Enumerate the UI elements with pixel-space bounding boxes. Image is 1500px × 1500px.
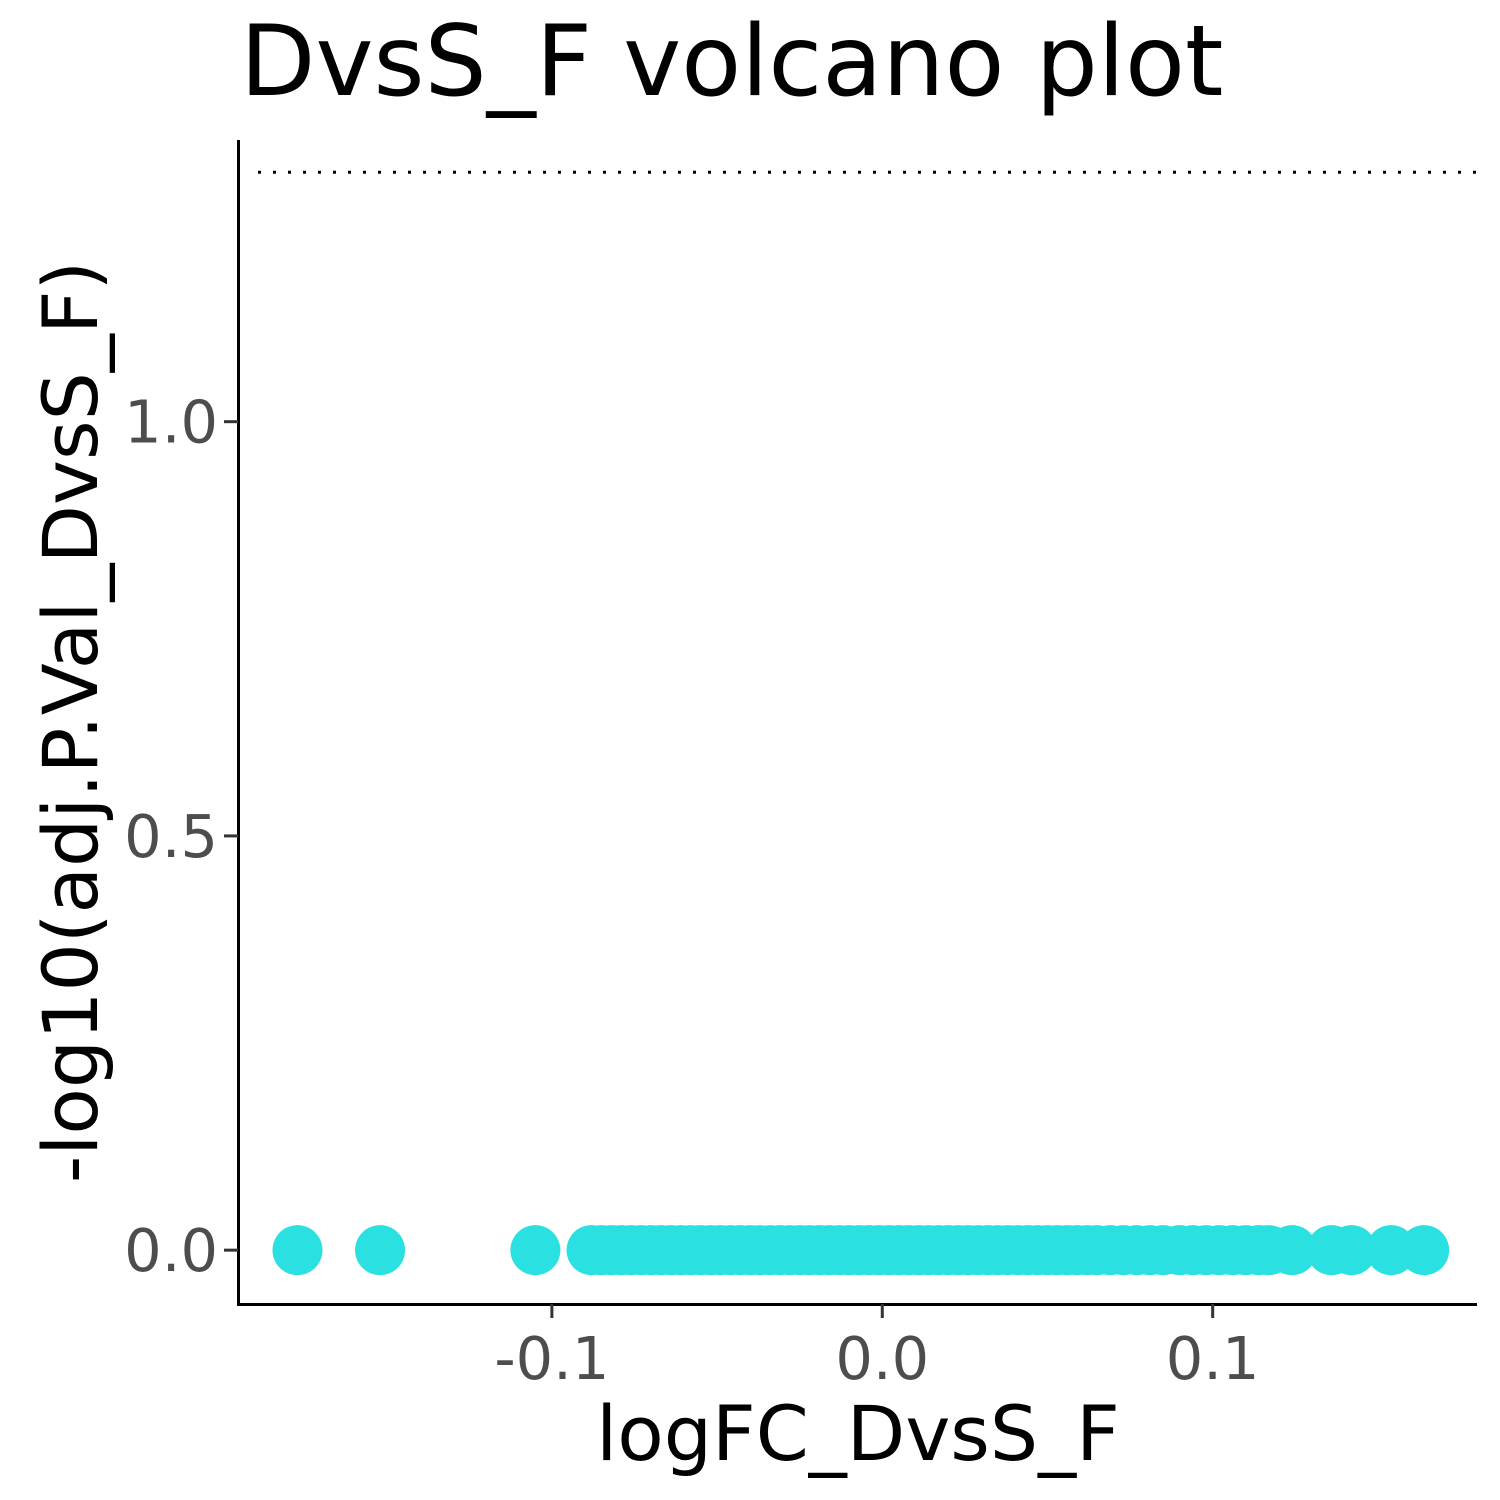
data-point xyxy=(272,1225,323,1276)
x-tick-label: 0.0 xyxy=(835,1324,929,1393)
x-tick-label: -0.1 xyxy=(494,1324,609,1393)
data-point xyxy=(1326,1225,1377,1276)
chart-title: DvsS_F volcano plot xyxy=(240,5,1223,119)
y-tick-label: 0.5 xyxy=(124,802,218,871)
data-point xyxy=(1266,1225,1317,1276)
x-tick-label: 0.1 xyxy=(1166,1324,1260,1393)
y-axis-ticks: 0.0 0.5 1.0 xyxy=(124,388,238,1285)
y-axis-title: -log10(adj.P.Val_DvsS_F) xyxy=(26,261,115,1183)
plot-area xyxy=(258,170,1477,1276)
data-point xyxy=(1399,1225,1450,1276)
x-axis-title: logFC_DvsS_F xyxy=(596,1389,1120,1478)
x-axis-ticks: -0.1 0.0 0.1 xyxy=(494,1304,1260,1393)
y-tick-label: 1.0 xyxy=(124,388,218,457)
data-point xyxy=(510,1225,561,1276)
y-tick-label: 0.0 xyxy=(124,1216,218,1285)
data-point xyxy=(355,1225,406,1276)
